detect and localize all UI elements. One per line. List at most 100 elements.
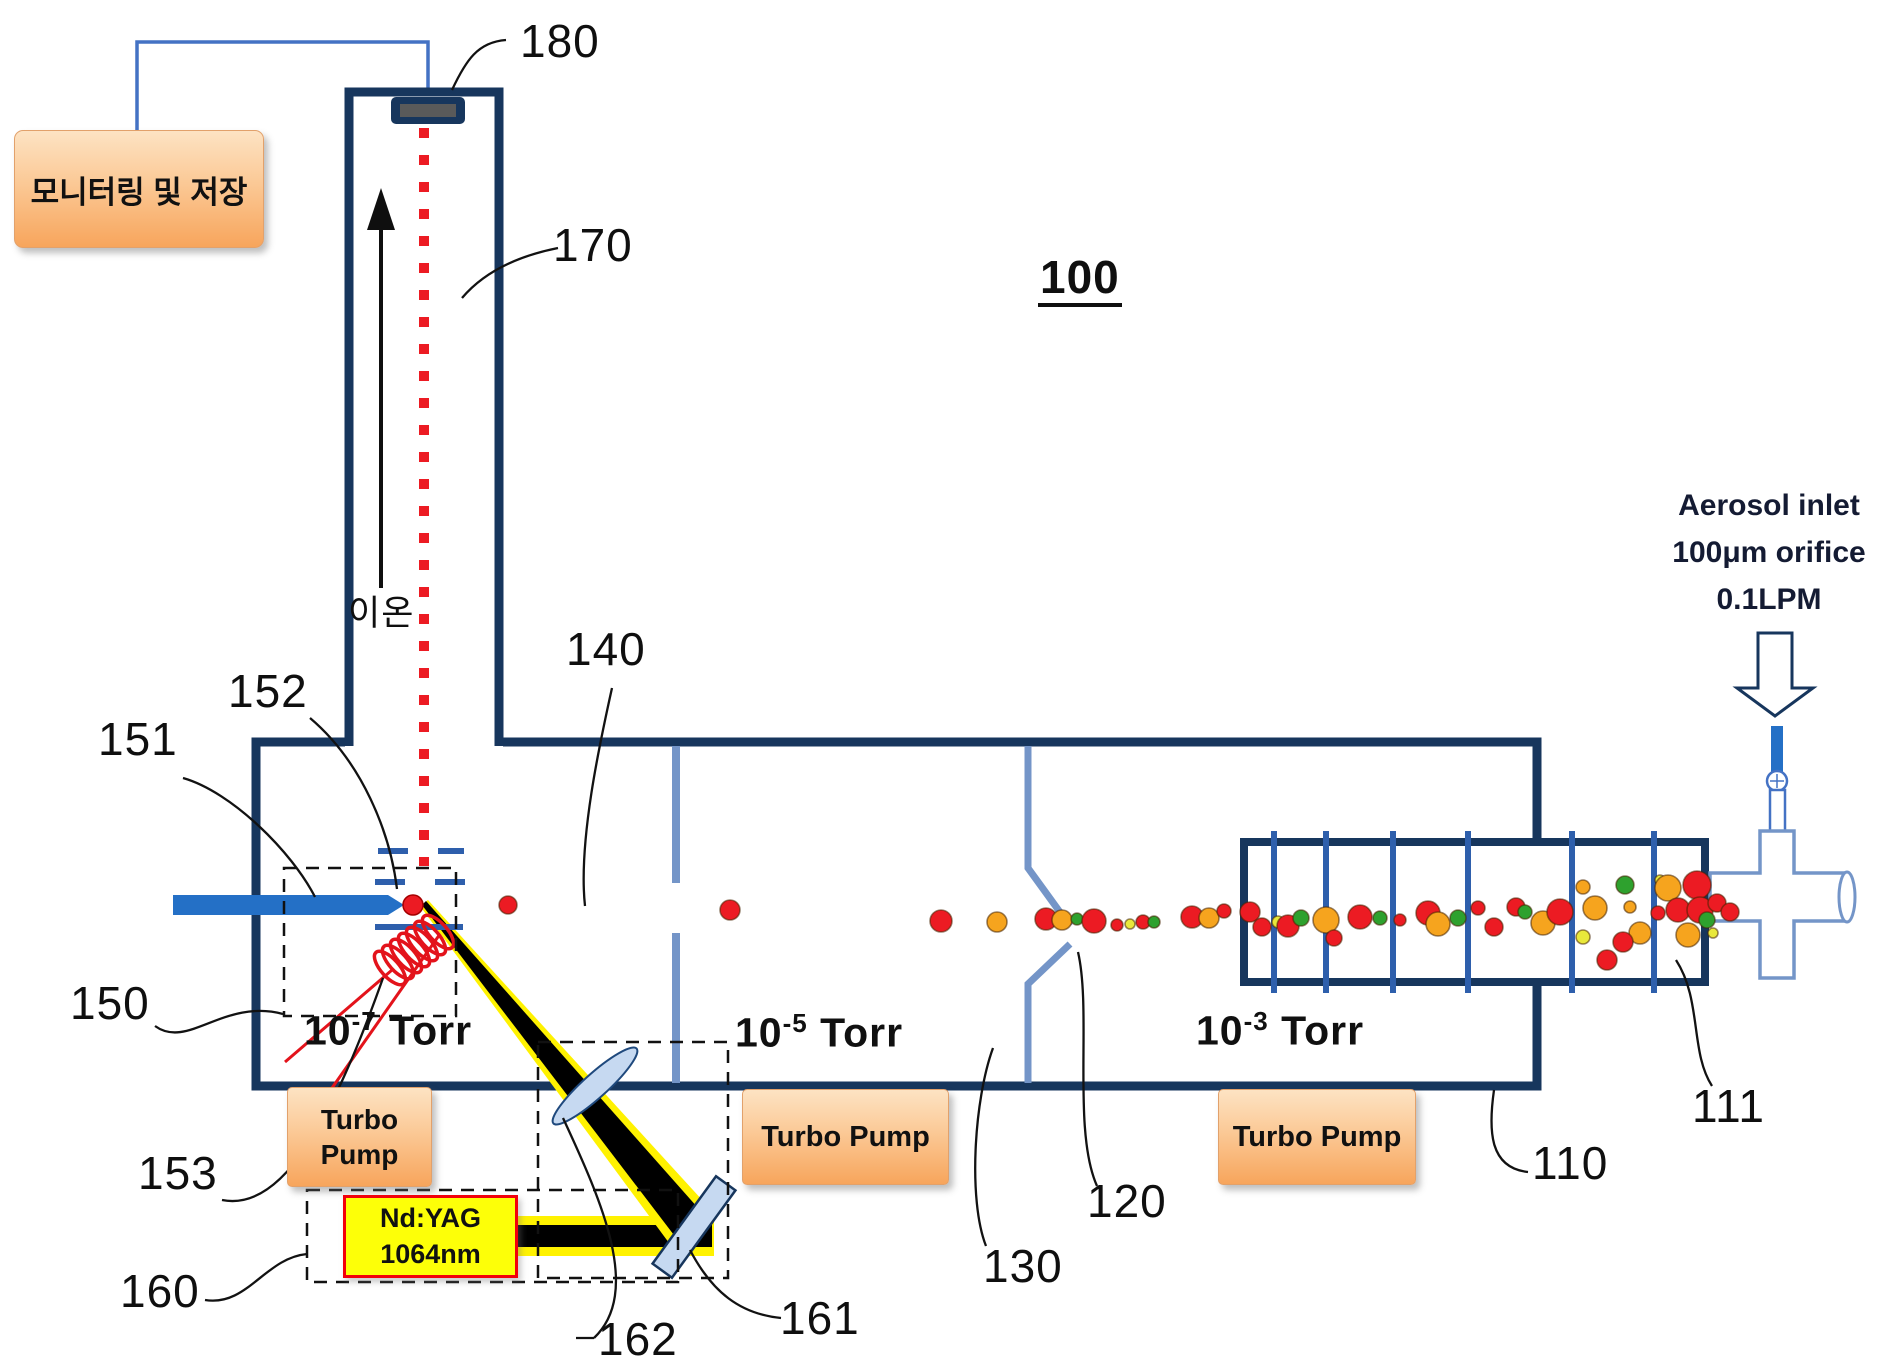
ref-label-160: 160 — [120, 1265, 200, 1317]
figure-number: 100 — [1038, 254, 1122, 307]
aerosol-inlet-line3: 0.1LPM — [1716, 583, 1822, 616]
monitor-signal-line — [135, 40, 430, 132]
aerosol-particle — [1675, 922, 1701, 948]
pressure-label-chamber2: 10-5 Torr — [735, 1010, 903, 1054]
aerosol-particle — [1070, 912, 1084, 926]
aerosol-particle — [1720, 902, 1740, 922]
aerosol-particle — [1575, 879, 1591, 895]
aerosol-inlet-line1: Aerosol inlet — [1678, 489, 1860, 522]
turbo-pump-left: Turbo Pump — [287, 1087, 432, 1187]
aerosol-particle — [1110, 918, 1124, 932]
ref-label-150: 150 — [70, 977, 150, 1029]
leader-110 — [1490, 1089, 1529, 1174]
aerosol-particle — [1612, 931, 1634, 953]
ref-label-151: 151 — [98, 713, 178, 765]
aerosol-particle — [1628, 921, 1652, 945]
pressure1-base: 10 — [304, 1007, 352, 1054]
pressure-label-chamber3: 10-3 Torr — [1196, 1008, 1364, 1052]
aerosol-particle — [1372, 910, 1388, 926]
aerosol-particle — [929, 909, 953, 933]
mirror-icon — [650, 1174, 738, 1280]
turbo-left-line1: Turbo — [320, 1104, 399, 1135]
leader-140 — [582, 687, 614, 907]
detector-plate — [400, 104, 456, 117]
aerosol-particle — [1325, 929, 1343, 947]
aerosol-particle — [498, 895, 518, 915]
aerosol-particle — [1707, 927, 1719, 939]
aerosol-particle — [1654, 874, 1682, 902]
optics-dashed-box — [536, 1040, 730, 1280]
turbo-pump-middle: Turbo Pump — [742, 1089, 949, 1185]
ref-label-162: 162 — [598, 1313, 678, 1365]
leader-160 — [204, 1252, 308, 1302]
inlet-cross-fitting — [1708, 829, 1847, 980]
aerosol-particle — [1292, 909, 1310, 927]
turbo-pump-right: Turbo Pump — [1218, 1089, 1416, 1185]
ref-label-180: 180 — [520, 15, 600, 67]
cross-fitting-endcap — [1837, 870, 1857, 924]
chamber-outline-left-bottom — [251, 737, 1542, 1091]
aerosol-particle — [1252, 917, 1272, 937]
pressure2-unit: Torr — [820, 1009, 904, 1056]
ref-label-170: 170 — [553, 219, 633, 271]
ref-label-152: 152 — [228, 665, 308, 717]
filament-lead-1 — [284, 968, 393, 1064]
skimmer-cone-upper — [1024, 746, 1073, 929]
aerosol-particle — [1546, 898, 1574, 926]
aerosol-particle — [1312, 906, 1340, 934]
aerosol-particle — [1623, 900, 1637, 914]
tof-flight-tube — [344, 87, 504, 746]
leader-170 — [461, 246, 559, 299]
chamber-outline-top-right — [503, 737, 1542, 840]
aerosol-inlet-caption: Aerosol inlet 100μm orifice 0.1LPM — [1640, 482, 1890, 623]
aerosol-particle — [1449, 909, 1467, 927]
aerosol-particle — [1517, 904, 1533, 920]
aerosol-particle — [1081, 908, 1107, 934]
leader-161 — [688, 1249, 782, 1320]
filament-coil — [372, 913, 456, 987]
inlet-flow-arrow-icon — [1732, 631, 1818, 718]
leader-120 — [1076, 951, 1099, 1187]
skimmer-cone-lower — [1024, 941, 1073, 1083]
leader-152 — [309, 717, 399, 890]
ref-label-153: 153 — [138, 1147, 218, 1199]
aerosol-particle — [1582, 895, 1608, 921]
leader-111 — [1675, 959, 1713, 1087]
aerosol-particle-stream — [498, 870, 1740, 971]
ref-label-140: 140 — [566, 623, 646, 675]
aerosol-particle — [1596, 949, 1618, 971]
aerosol-particle — [1698, 911, 1716, 929]
aerosol-particle — [719, 899, 741, 921]
inlet-nozzle-tube — [1768, 788, 1787, 835]
aerosol-particle — [1650, 905, 1666, 921]
leader-150 — [154, 1009, 284, 1034]
aerosol-particle — [1575, 929, 1591, 945]
aerosol-particle — [1147, 915, 1161, 929]
aerosol-particle — [1615, 875, 1635, 895]
leader-180 — [450, 38, 507, 91]
laser-type-label: Nd:YAG — [379, 1203, 481, 1234]
aerosol-inlet-line2: 100μm orifice — [1672, 536, 1866, 569]
laser-beam-diagonal-core — [422, 901, 706, 1243]
leader-151 — [182, 776, 317, 898]
pressure2-base: 10 — [735, 1009, 783, 1056]
laser-wavelength-label: 1064nm — [380, 1238, 481, 1269]
ionization-point-particle — [402, 894, 424, 916]
pressure1-exp: -7 — [351, 1006, 377, 1036]
pressure-label-chamber1: 10-7 Torr — [304, 1008, 472, 1052]
ion-label: 이온 — [348, 594, 415, 633]
turbo-middle-label: Turbo Pump — [761, 1120, 930, 1153]
sample-probe-rod — [173, 895, 404, 915]
aerosol-particle — [1393, 913, 1407, 927]
aerosol-particle — [1347, 904, 1373, 930]
aerosol-particle — [1682, 870, 1712, 900]
aerosol-particle — [1198, 907, 1220, 929]
ion-arrow-head — [367, 188, 395, 230]
monitoring-storage-box: 모니터링 및 저장 — [14, 130, 264, 248]
leader-162 — [561, 1117, 618, 1339]
aerosol-particle — [1124, 918, 1136, 930]
pressure3-base: 10 — [1196, 1007, 1244, 1054]
turbo-right-label: Turbo Pump — [1232, 1120, 1402, 1153]
